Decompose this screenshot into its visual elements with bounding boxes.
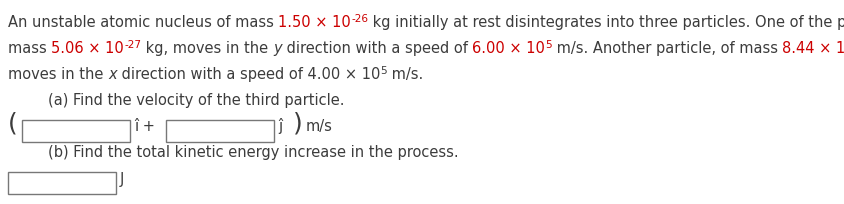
Text: 5: 5 <box>545 40 551 50</box>
Text: kg initially at rest disintegrates into three particles. One of the particles, o: kg initially at rest disintegrates into … <box>368 15 844 30</box>
Text: m/s.: m/s. <box>387 67 423 82</box>
Text: J: J <box>120 171 124 186</box>
Text: 1.50 × 10: 1.50 × 10 <box>279 15 351 30</box>
Text: x: x <box>108 67 116 82</box>
Text: 8.44 × 10: 8.44 × 10 <box>782 41 844 56</box>
Text: direction with a speed of: direction with a speed of <box>282 41 472 56</box>
Text: 5.06 × 10: 5.06 × 10 <box>51 41 124 56</box>
Text: m/s: m/s <box>306 118 333 133</box>
Text: (a) Find the velocity of the third particle.: (a) Find the velocity of the third parti… <box>48 93 344 108</box>
Bar <box>166 120 274 142</box>
Text: mass: mass <box>8 41 51 56</box>
Bar <box>22 120 130 142</box>
Text: -26: -26 <box>351 14 368 24</box>
Text: 5: 5 <box>380 66 387 76</box>
Text: 6.00 × 10: 6.00 × 10 <box>472 41 545 56</box>
Text: (b) Find the total kinetic energy increase in the process.: (b) Find the total kinetic energy increa… <box>48 144 458 159</box>
Text: An unstable atomic nucleus of mass: An unstable atomic nucleus of mass <box>8 15 279 30</box>
Bar <box>8 172 116 194</box>
Text: ): ) <box>293 111 303 135</box>
Text: moves in the: moves in the <box>8 67 108 82</box>
Text: y: y <box>273 41 282 56</box>
Text: direction with a speed of 4.00 × 10: direction with a speed of 4.00 × 10 <box>116 67 380 82</box>
Text: kg, moves in the: kg, moves in the <box>141 41 273 56</box>
Text: (: ( <box>8 111 18 135</box>
Text: m/s. Another particle, of mass: m/s. Another particle, of mass <box>551 41 782 56</box>
Text: î +: î + <box>134 118 155 133</box>
Text: -27: -27 <box>124 40 141 50</box>
Text: ĵ: ĵ <box>278 118 282 133</box>
